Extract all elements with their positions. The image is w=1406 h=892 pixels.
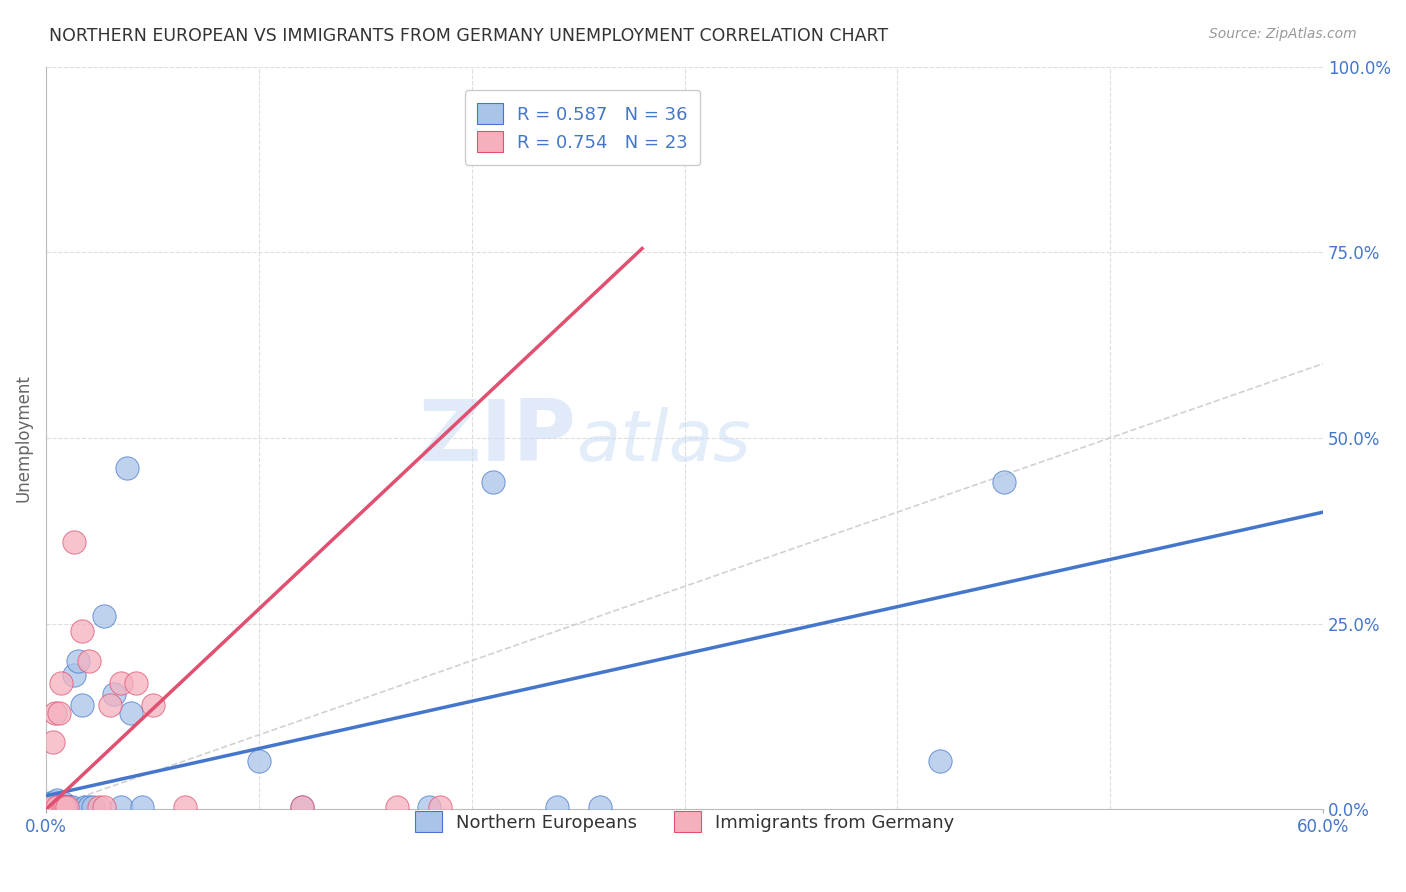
Point (52, 796, 75, 810)
Point (993, 475, 1015, 490)
Point (77, 654, 100, 668)
Point (482, 475, 505, 490)
Point (41, 735, 63, 749)
Point (142, 698, 165, 713)
Point (103, 687, 125, 701)
Point (56, 800, 79, 814)
Point (45, 793, 67, 807)
Point (290, 800, 312, 814)
Point (93, 609, 115, 624)
Point (131, 800, 153, 814)
Point (173, 800, 195, 814)
Point (37, 800, 59, 814)
Point (72, 624, 94, 638)
Point (82, 800, 104, 814)
Point (110, 676, 132, 690)
Text: atlas: atlas (576, 407, 751, 476)
Point (110, 800, 132, 814)
Point (929, 754, 952, 768)
Point (63, 668, 86, 682)
Point (41, 797, 63, 812)
Point (37, 800, 59, 814)
Point (89, 800, 111, 814)
Point (63, 534, 86, 549)
Point (39, 799, 62, 814)
Point (45, 800, 67, 814)
Point (56, 800, 79, 814)
Text: NORTHERN EUROPEAN VS IMMIGRANTS FROM GERMANY UNEMPLOYMENT CORRELATION CHART: NORTHERN EUROPEAN VS IMMIGRANTS FROM GER… (49, 27, 889, 45)
Point (44, 800, 66, 814)
Point (59, 800, 82, 814)
Point (53, 800, 76, 814)
Text: ZIP: ZIP (419, 396, 576, 479)
Legend: Northern Europeans, Immigrants from Germany: Northern Europeans, Immigrants from Germ… (402, 798, 967, 845)
Point (418, 800, 440, 814)
Point (67, 654, 90, 668)
Point (120, 706, 142, 720)
Point (290, 800, 312, 814)
Point (93, 800, 115, 814)
Point (53, 800, 76, 814)
Point (98, 698, 121, 713)
Point (387, 800, 409, 814)
Point (115, 460, 138, 475)
Point (546, 800, 568, 814)
Point (247, 754, 270, 768)
Point (60, 800, 83, 814)
Point (77, 800, 100, 814)
Text: Source: ZipAtlas.com: Source: ZipAtlas.com (1209, 27, 1357, 41)
Point (52, 800, 75, 814)
Point (49, 676, 72, 690)
Point (44, 706, 66, 720)
Point (49, 800, 72, 814)
Point (588, 800, 610, 814)
Point (41, 800, 63, 814)
Point (72, 698, 94, 713)
Point (48, 706, 70, 720)
Point (45, 798, 67, 813)
Point (48, 800, 70, 814)
Point (124, 676, 146, 690)
Point (39, 796, 62, 810)
Point (44, 796, 66, 810)
Point (39, 798, 62, 813)
Point (429, 800, 451, 814)
Point (73, 800, 96, 814)
Y-axis label: Unemployment: Unemployment (15, 374, 32, 502)
